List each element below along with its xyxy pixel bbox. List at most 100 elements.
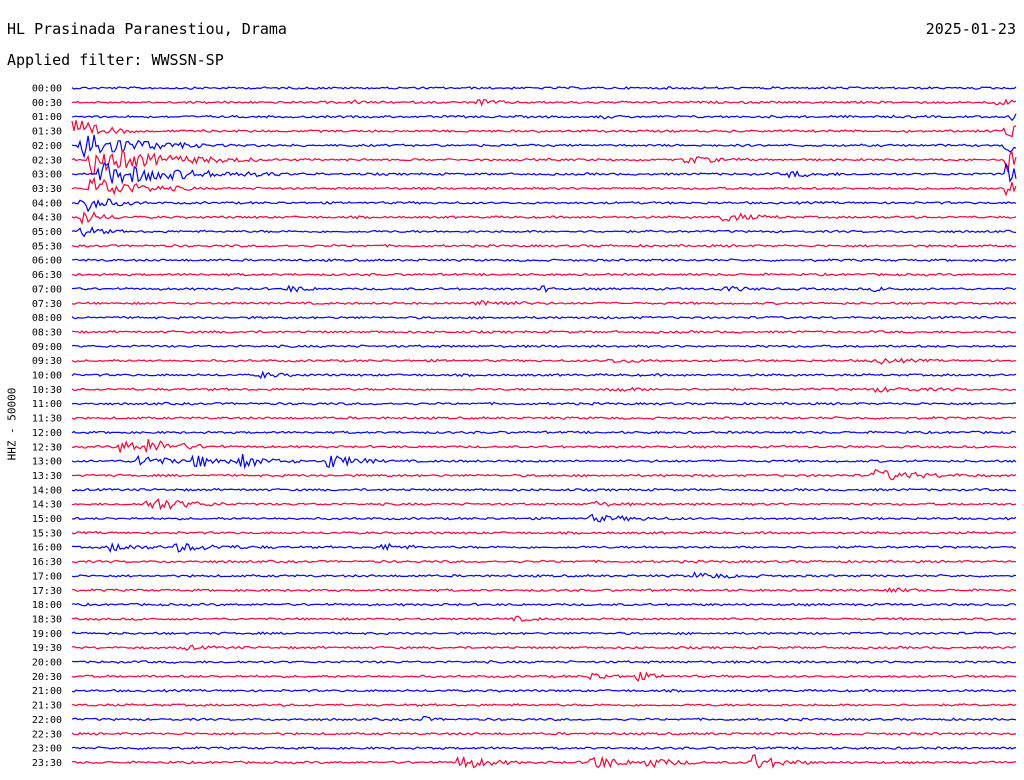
trace-08-00 [71,315,1017,320]
time-tick-label: 18:30 [32,614,62,625]
trace-15-00 [71,513,1017,523]
time-tick-label: 15:30 [32,528,62,539]
time-tick-label: 13:30 [32,471,62,482]
time-tick-label: 21:00 [32,686,62,697]
trace-00-00 [71,86,1017,91]
time-tick-label: 03:30 [32,184,62,195]
trace-lines [71,86,1017,769]
time-tick-label: 22:30 [32,729,62,740]
time-tick-label: 08:30 [32,327,62,338]
time-tick-label: 23:30 [32,758,62,769]
time-tick-label: 12:30 [32,442,62,453]
trace-16-30 [71,559,1017,564]
trace-21-00 [71,688,1017,693]
trace-14-00 [71,487,1017,492]
trace-18-00 [71,602,1017,607]
trace-21-30 [71,703,1017,707]
time-tick-label: 04:00 [32,198,62,209]
time-tick-label: 18:00 [32,600,62,611]
trace-12-30 [71,439,1017,453]
time-tick-label: 08:00 [32,313,62,324]
trace-06-30 [71,272,1017,277]
trace-16-00 [71,541,1017,554]
trace-07-00 [71,284,1017,294]
trace-02-00 [71,134,1017,159]
trace-19-30 [71,644,1017,651]
trace-07-30 [71,299,1017,306]
trace-05-00 [71,226,1017,238]
trace-09-30 [71,357,1017,365]
time-tick-label: 17:30 [32,586,62,597]
date-label: 2025-01-23 [925,20,1016,38]
trace-23-30 [71,754,1017,769]
trace-11-00 [71,401,1017,406]
time-tick-label: 05:30 [32,241,62,252]
time-tick-label: 23:00 [32,744,62,755]
trace-20-00 [71,660,1017,665]
trace-10-30 [71,386,1017,394]
trace-10-00 [71,370,1017,380]
time-tick-labels: 00:00 00:30 01:00 01:30 02:00 02:30 03:00 03:30… [32,84,62,769]
trace-13-00 [71,454,1017,470]
trace-17-30 [71,586,1016,594]
trace-03-00 [71,161,1017,185]
trace-02-30 [71,149,1017,176]
time-tick-label: 00:30 [32,98,62,109]
time-tick-label: 16:00 [32,543,62,554]
trace-05-30 [71,243,1017,248]
time-tick-label: 17:00 [32,571,62,582]
filter-label: Applied filter: WWSSN-SP [7,51,224,69]
trace-18-30 [71,615,1017,622]
time-tick-label: 10:30 [32,385,62,396]
trace-19-00 [71,631,1017,636]
trace-15-30 [71,530,1017,535]
trace-04-00 [71,198,1017,213]
time-tick-label: 03:00 [32,170,62,181]
trace-06-00 [71,258,1017,263]
trace-12-00 [71,430,1017,435]
time-tick-label: 04:30 [32,213,62,224]
trace-14-30 [71,498,1017,511]
time-tick-label: 20:30 [32,672,62,683]
station-title: HL Prasinada Paranestiou, Drama [7,20,287,38]
trace-13-30 [71,468,1017,481]
trace-20-30 [71,671,1017,683]
time-tick-label: 01:00 [32,112,62,123]
time-tick-label: 20:00 [32,658,62,669]
time-tick-label: 21:30 [32,701,62,712]
time-tick-label: 14:30 [32,500,62,511]
time-tick-label: 05:00 [32,227,62,238]
time-tick-label: 11:00 [32,399,62,410]
time-tick-label: 02:00 [32,141,62,152]
time-tick-label: 09:30 [32,356,62,367]
time-tick-label: 11:30 [32,414,62,425]
time-tick-label: 09:00 [32,342,62,353]
trace-17-00 [71,571,1017,579]
trace-03-30 [71,176,1017,197]
time-tick-label: 14:00 [32,485,62,496]
time-tick-label: 01:30 [32,127,62,138]
time-tick-label: 06:30 [32,270,62,281]
trace-09-00 [71,344,1017,349]
trace-04-30 [71,211,1017,226]
time-tick-label: 10:00 [32,371,62,382]
trace-11-30 [71,416,1017,420]
trace-00-30 [71,98,1017,107]
time-tick-label: 07:00 [32,284,62,295]
trace-08-30 [71,329,1017,334]
time-tick-label: 06:00 [32,256,62,267]
time-tick-label: 13:00 [32,457,62,468]
trace-01-00 [71,113,1017,122]
time-tick-label: 15:00 [32,514,62,525]
trace-23-00 [71,746,1017,751]
trace-22-30 [71,731,1017,736]
time-tick-label: 07:30 [32,299,62,310]
time-tick-label: 22:00 [32,715,62,726]
time-tick-label: 16:30 [32,557,62,568]
time-tick-label: 19:00 [32,629,62,640]
time-tick-label: 19:30 [32,643,62,654]
trace-22-00 [71,716,1017,722]
time-tick-label: 12:00 [32,428,62,439]
time-tick-label: 00:00 [32,84,62,95]
